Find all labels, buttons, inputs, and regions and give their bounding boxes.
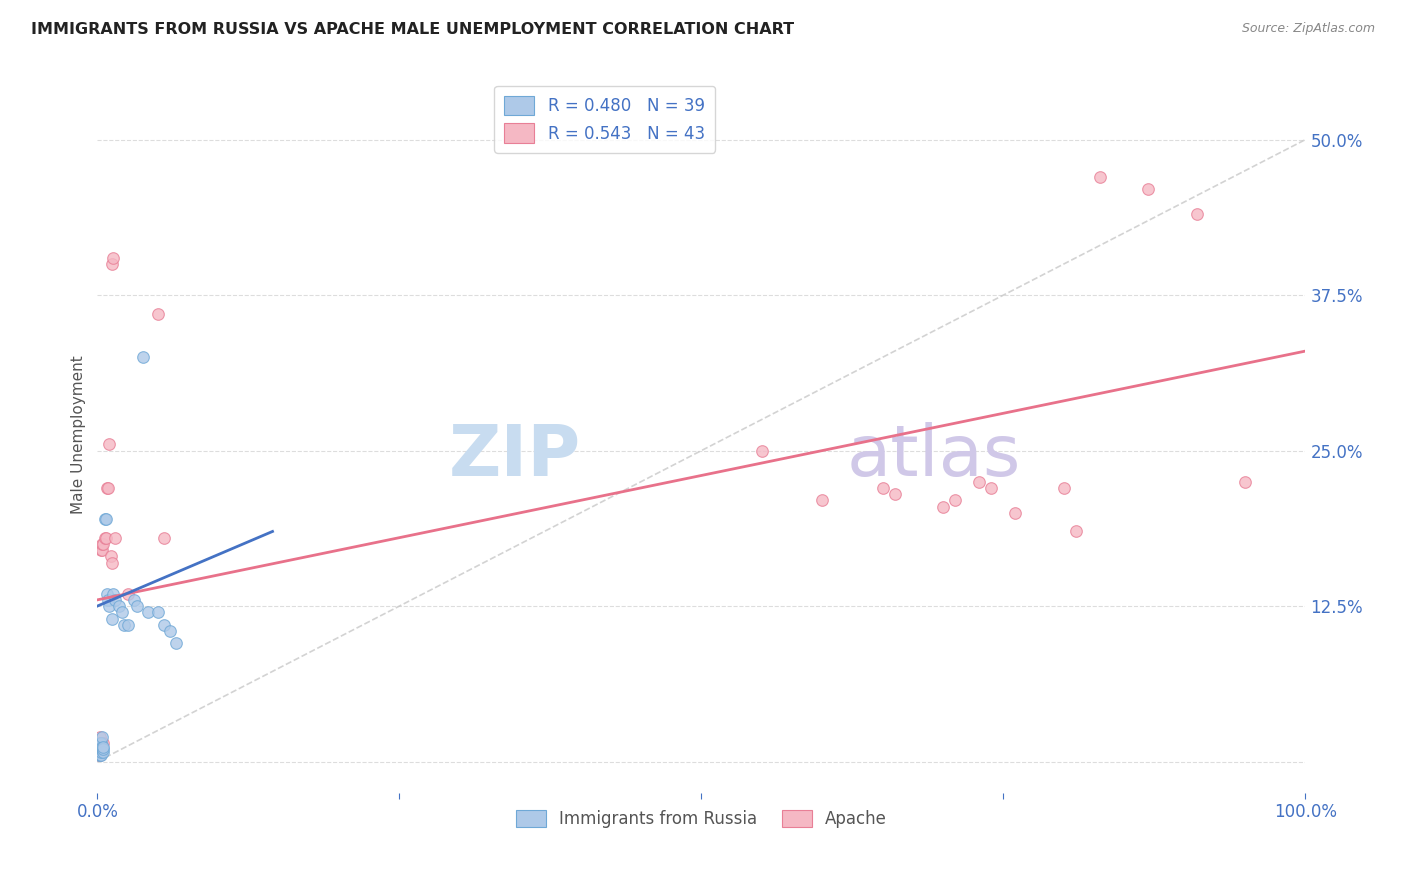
Point [91,742,114,756]
Point [87,742,110,756]
Point [89,748,111,763]
Point [93,745,115,759]
Point [87,748,110,763]
Point [91,742,114,756]
Point [87,745,110,759]
Point [127,599,149,613]
Point [96,587,118,601]
Point [89,736,111,750]
Point [91,730,114,744]
Point [811,493,834,508]
Point [87,748,110,763]
Text: atlas: atlas [846,422,1021,491]
Point [90,739,112,754]
Point [89,745,111,759]
Point [117,617,139,632]
Point [152,617,174,632]
Point [943,493,966,508]
Point [146,605,169,619]
Point [94,531,117,545]
Point [112,617,135,632]
Point [1137,182,1160,196]
Point [90,736,112,750]
Point [98,437,121,451]
Point [1064,524,1087,539]
Point [101,611,124,625]
Point [90,745,112,759]
Point [1185,207,1208,221]
Point [97,481,120,495]
Point [883,487,905,501]
Text: ZIP: ZIP [449,422,581,491]
Point [94,512,117,526]
Point [751,443,773,458]
Point [101,587,124,601]
Point [91,543,114,558]
Text: Source: ZipAtlas.com: Source: ZipAtlas.com [1241,22,1375,36]
Point [87,742,110,756]
Point [872,481,894,495]
Point [93,537,115,551]
Point [93,739,115,754]
Point [136,605,159,619]
Point [90,736,112,750]
Legend: Immigrants from Russia, Apache: Immigrants from Russia, Apache [509,803,894,834]
Point [967,475,990,489]
Point [165,636,187,650]
Point [1088,169,1111,184]
Point [97,592,120,607]
Point [93,512,115,526]
Point [89,748,111,763]
Point [101,556,124,570]
Point [87,739,110,754]
Point [87,745,110,759]
Point [89,742,111,756]
Point [101,251,124,265]
Y-axis label: Male Unemployment: Male Unemployment [72,356,86,515]
Point [1004,506,1026,520]
Point [90,742,112,756]
Point [93,736,115,750]
Point [122,592,145,607]
Point [89,730,111,744]
Point [98,599,121,613]
Point [100,549,122,564]
Point [89,739,111,754]
Point [90,748,112,763]
Point [96,481,118,495]
Point [132,351,155,365]
Point [90,745,112,759]
Point [87,736,110,750]
Point [108,599,131,613]
Point [93,742,115,756]
Point [152,531,174,545]
Point [93,531,115,545]
Point [91,537,114,551]
Point [117,587,139,601]
Point [90,543,112,558]
Point [159,624,181,638]
Point [104,531,127,545]
Point [1053,481,1076,495]
Point [91,739,114,754]
Point [1233,475,1256,489]
Point [101,257,124,271]
Point [110,605,132,619]
Text: IMMIGRANTS FROM RUSSIA VS APACHE MALE UNEMPLOYMENT CORRELATION CHART: IMMIGRANTS FROM RUSSIA VS APACHE MALE UN… [31,22,794,37]
Point [932,500,955,514]
Point [980,481,1002,495]
Point [146,307,169,321]
Point [104,592,127,607]
